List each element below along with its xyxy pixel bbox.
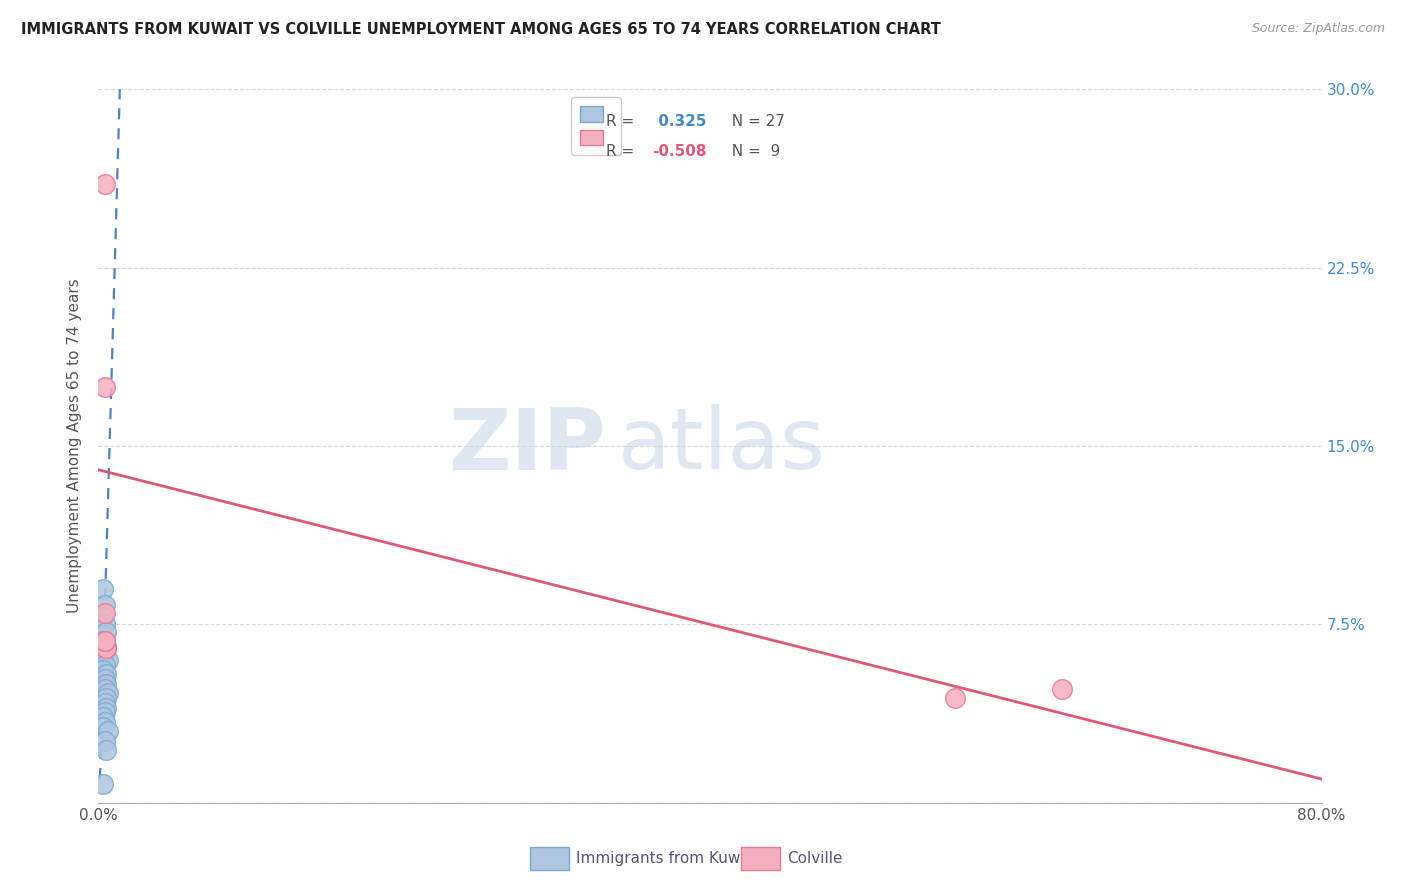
Text: IMMIGRANTS FROM KUWAIT VS COLVILLE UNEMPLOYMENT AMONG AGES 65 TO 74 YEARS CORREL: IMMIGRANTS FROM KUWAIT VS COLVILLE UNEMP…: [21, 22, 941, 37]
Point: [93, 696, 115, 710]
Text: R =: R =: [606, 145, 640, 160]
Text: Source: ZipAtlas.com: Source: ZipAtlas.com: [1251, 22, 1385, 36]
Point: [91, 663, 114, 677]
Point: [94, 691, 117, 706]
Point: [93, 599, 115, 613]
Point: [91, 710, 114, 724]
Point: [93, 706, 115, 720]
Point: [93, 734, 115, 748]
Point: [91, 610, 114, 624]
Point: [93, 178, 115, 192]
Point: [93, 606, 115, 620]
Point: [93, 657, 115, 672]
Point: [91, 634, 114, 648]
Point: [94, 639, 117, 653]
Text: 0.325: 0.325: [652, 114, 706, 128]
Text: Immigrants from Kuwait: Immigrants from Kuwait: [576, 851, 761, 865]
Point: [94, 667, 117, 681]
Point: [94, 624, 117, 639]
Text: N = 27: N = 27: [723, 114, 785, 128]
Text: Colville: Colville: [787, 851, 842, 865]
Point: [93, 714, 115, 729]
Point: [94, 641, 117, 656]
Text: atlas: atlas: [619, 404, 827, 488]
Point: [1050, 681, 1073, 696]
Point: [97, 724, 120, 739]
Point: [93, 634, 115, 648]
Point: [93, 646, 115, 660]
Point: [94, 677, 117, 691]
Y-axis label: Unemployment Among Ages 65 to 74 years: Unemployment Among Ages 65 to 74 years: [67, 278, 83, 614]
Point: [94, 641, 117, 656]
Point: [91, 582, 114, 596]
Legend: , : ,: [571, 97, 621, 155]
Point: [943, 691, 966, 706]
Text: ZIP: ZIP: [449, 404, 606, 488]
Text: N =  9: N = 9: [723, 145, 780, 160]
Point: [94, 743, 117, 757]
Point: [93, 617, 115, 632]
Point: [93, 672, 115, 686]
Point: [93, 634, 115, 648]
Point: [91, 777, 114, 791]
Point: [97, 686, 120, 700]
Point: [94, 700, 117, 714]
Text: -0.508: -0.508: [652, 145, 707, 160]
Point: [91, 720, 114, 734]
Text: R =: R =: [606, 114, 640, 128]
Point: [97, 653, 120, 667]
Point: [93, 379, 115, 393]
Point: [93, 681, 115, 696]
